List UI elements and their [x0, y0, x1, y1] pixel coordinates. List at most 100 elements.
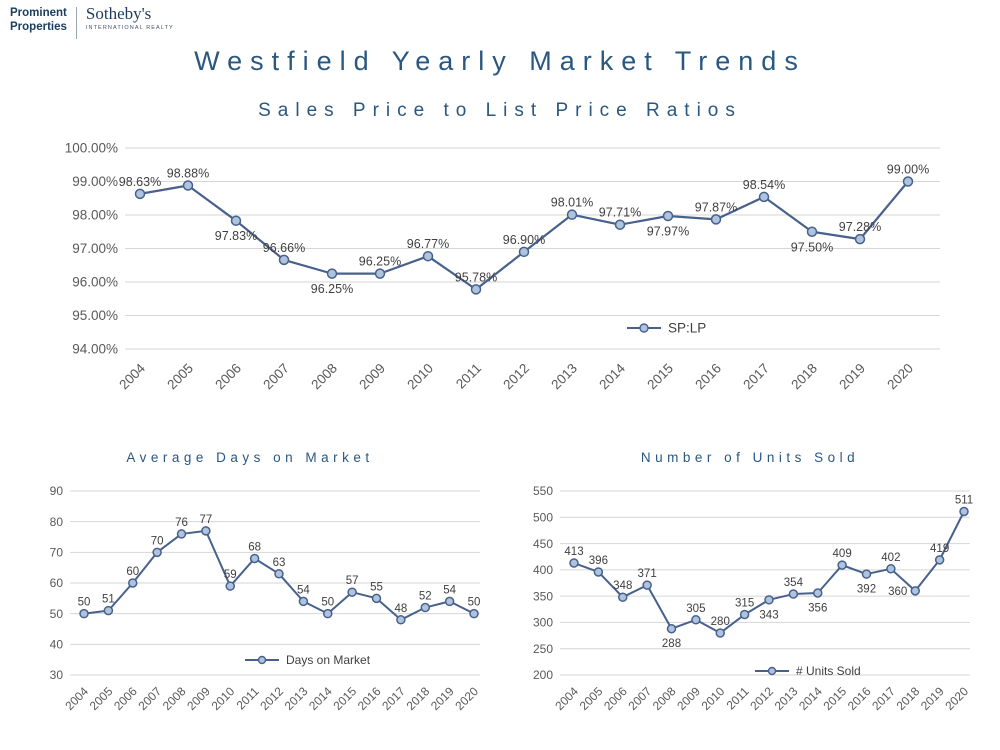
data-point-marker	[326, 268, 338, 279]
data-point-marker	[422, 250, 434, 262]
data-label: 392	[857, 584, 876, 596]
data-label: 54	[443, 584, 456, 596]
sothebys-name: Sotheby's	[85, 4, 152, 23]
data-label: 96.25%	[359, 255, 401, 269]
data-label: 76	[175, 517, 188, 529]
x-axis-tick-label: 2008	[308, 361, 340, 393]
days-on-market-line-chart: 9080706050403020042005200620072008200920…	[50, 484, 482, 713]
data-point-marker	[274, 569, 284, 579]
legend-marker	[257, 655, 267, 665]
data-label: 511	[955, 495, 973, 507]
x-axis-tick-label: 2018	[894, 684, 923, 713]
data-label: 50	[321, 597, 334, 609]
data-label: 305	[686, 603, 705, 615]
data-label: 97.97%	[647, 225, 689, 239]
x-axis-tick-label: 2014	[796, 684, 825, 713]
data-label: 343	[759, 609, 778, 621]
logo-divider	[75, 7, 77, 39]
x-axis-tick-label: 2020	[884, 361, 916, 393]
data-label: 409	[833, 548, 852, 560]
y-axis-tick-label: 30	[50, 668, 64, 682]
data-label: 52	[419, 591, 432, 603]
data-label: 96.90%	[503, 233, 545, 247]
x-axis-tick-label: 2016	[355, 684, 384, 713]
x-axis-tick-label: 2015	[820, 684, 849, 713]
page-title: Westfield Yearly Market Trends	[194, 46, 806, 76]
data-point-marker	[469, 608, 479, 619]
prominent-line2: Properties	[10, 20, 67, 33]
x-axis-tick-label: 2013	[282, 684, 311, 713]
x-axis-tick-label: 2017	[740, 361, 772, 393]
data-point-marker	[201, 526, 211, 536]
data-point-marker	[298, 596, 309, 607]
x-axis-tick-label: 2019	[428, 684, 457, 713]
data-label: 97.71%	[599, 206, 641, 220]
data-label: 50	[78, 597, 91, 609]
x-axis-tick-label: 2014	[596, 360, 628, 392]
data-label: 360	[888, 586, 907, 598]
x-axis-tick-label: 2013	[548, 361, 580, 393]
data-point-marker	[902, 176, 914, 187]
x-axis-tick-label: 2010	[404, 361, 436, 393]
data-point-marker	[374, 268, 386, 279]
data-point-marker	[710, 214, 722, 225]
x-axis-tick-label: 2020	[942, 684, 971, 713]
legend-label: # Units Sold	[796, 664, 861, 678]
data-point-marker	[566, 209, 578, 220]
y-axis-tick-label: 70	[50, 546, 64, 560]
data-point-marker	[959, 506, 969, 517]
data-label: 95.78%	[455, 270, 497, 284]
y-axis-tick-label: 95.00%	[72, 308, 118, 323]
x-axis-tick-label: 2014	[306, 684, 335, 713]
y-axis-tick-label: 550	[533, 484, 553, 498]
x-axis-tick-label: 2004	[62, 684, 91, 713]
y-axis-tick-label: 100.00%	[65, 141, 118, 156]
data-point-marker	[614, 219, 626, 230]
sothebys-wordmark: Sotheby's INTERNATIONAL REALTY	[85, 4, 174, 30]
data-point-marker	[739, 609, 750, 620]
x-axis-tick-label: 2017	[379, 684, 408, 713]
data-label: 315	[735, 598, 754, 610]
x-axis-tick-label: 2008	[160, 684, 189, 713]
x-axis-tick-label: 2012	[747, 684, 776, 713]
x-axis-tick-label: 2015	[330, 684, 359, 713]
x-axis-tick-label: 2012	[257, 684, 286, 713]
data-label: 413	[564, 546, 583, 558]
x-axis-tick-label: 2006	[111, 684, 140, 713]
y-axis-tick-label: 200	[533, 668, 553, 682]
data-label: 288	[662, 638, 681, 650]
y-axis-tick-label: 96.00%	[72, 275, 118, 290]
data-point-marker	[134, 188, 146, 200]
data-point-marker	[230, 215, 242, 226]
data-label: 68	[248, 541, 261, 553]
x-axis-tick-label: 2010	[699, 684, 728, 713]
prominent-properties-wordmark: Prominent Properties	[10, 5, 67, 35]
x-axis-tick-label: 2008	[650, 684, 679, 713]
y-axis-tick-label: 400	[533, 563, 553, 577]
data-label: 98.88%	[167, 167, 209, 181]
data-point-marker	[470, 284, 482, 295]
data-label: 55	[370, 581, 383, 593]
data-point-marker	[764, 595, 774, 605]
splp-line-chart: 100.00% 99.00% 98.00% 97.00% 96.00% 95.00% 94.…	[65, 141, 940, 393]
x-axis-tick-label: 2019	[836, 361, 868, 393]
x-axis-tick-label: 2019	[918, 684, 947, 713]
x-axis-tick-label: 2015	[644, 361, 676, 393]
data-label: 98.01%	[551, 196, 593, 210]
data-label: 70	[151, 535, 164, 547]
y-axis-tick-label: 50	[50, 607, 64, 621]
data-point-marker	[518, 246, 530, 258]
x-axis-tick-label: 2005	[87, 684, 116, 713]
data-point-marker	[910, 586, 920, 596]
splp-chart-title: Sales Price to List Price Ratios	[258, 100, 742, 121]
x-axis-tick-label: 2006	[601, 684, 630, 713]
data-point-marker	[813, 588, 823, 598]
legend-marker	[639, 323, 649, 333]
data-point-marker	[715, 628, 725, 638]
legend-label: Days on Market	[286, 653, 371, 667]
data-point-marker	[176, 529, 187, 539]
data-point-marker	[182, 180, 194, 191]
x-axis-tick-label: 2004	[116, 360, 148, 392]
data-point-marker	[278, 254, 290, 266]
data-label: 51	[102, 594, 115, 606]
